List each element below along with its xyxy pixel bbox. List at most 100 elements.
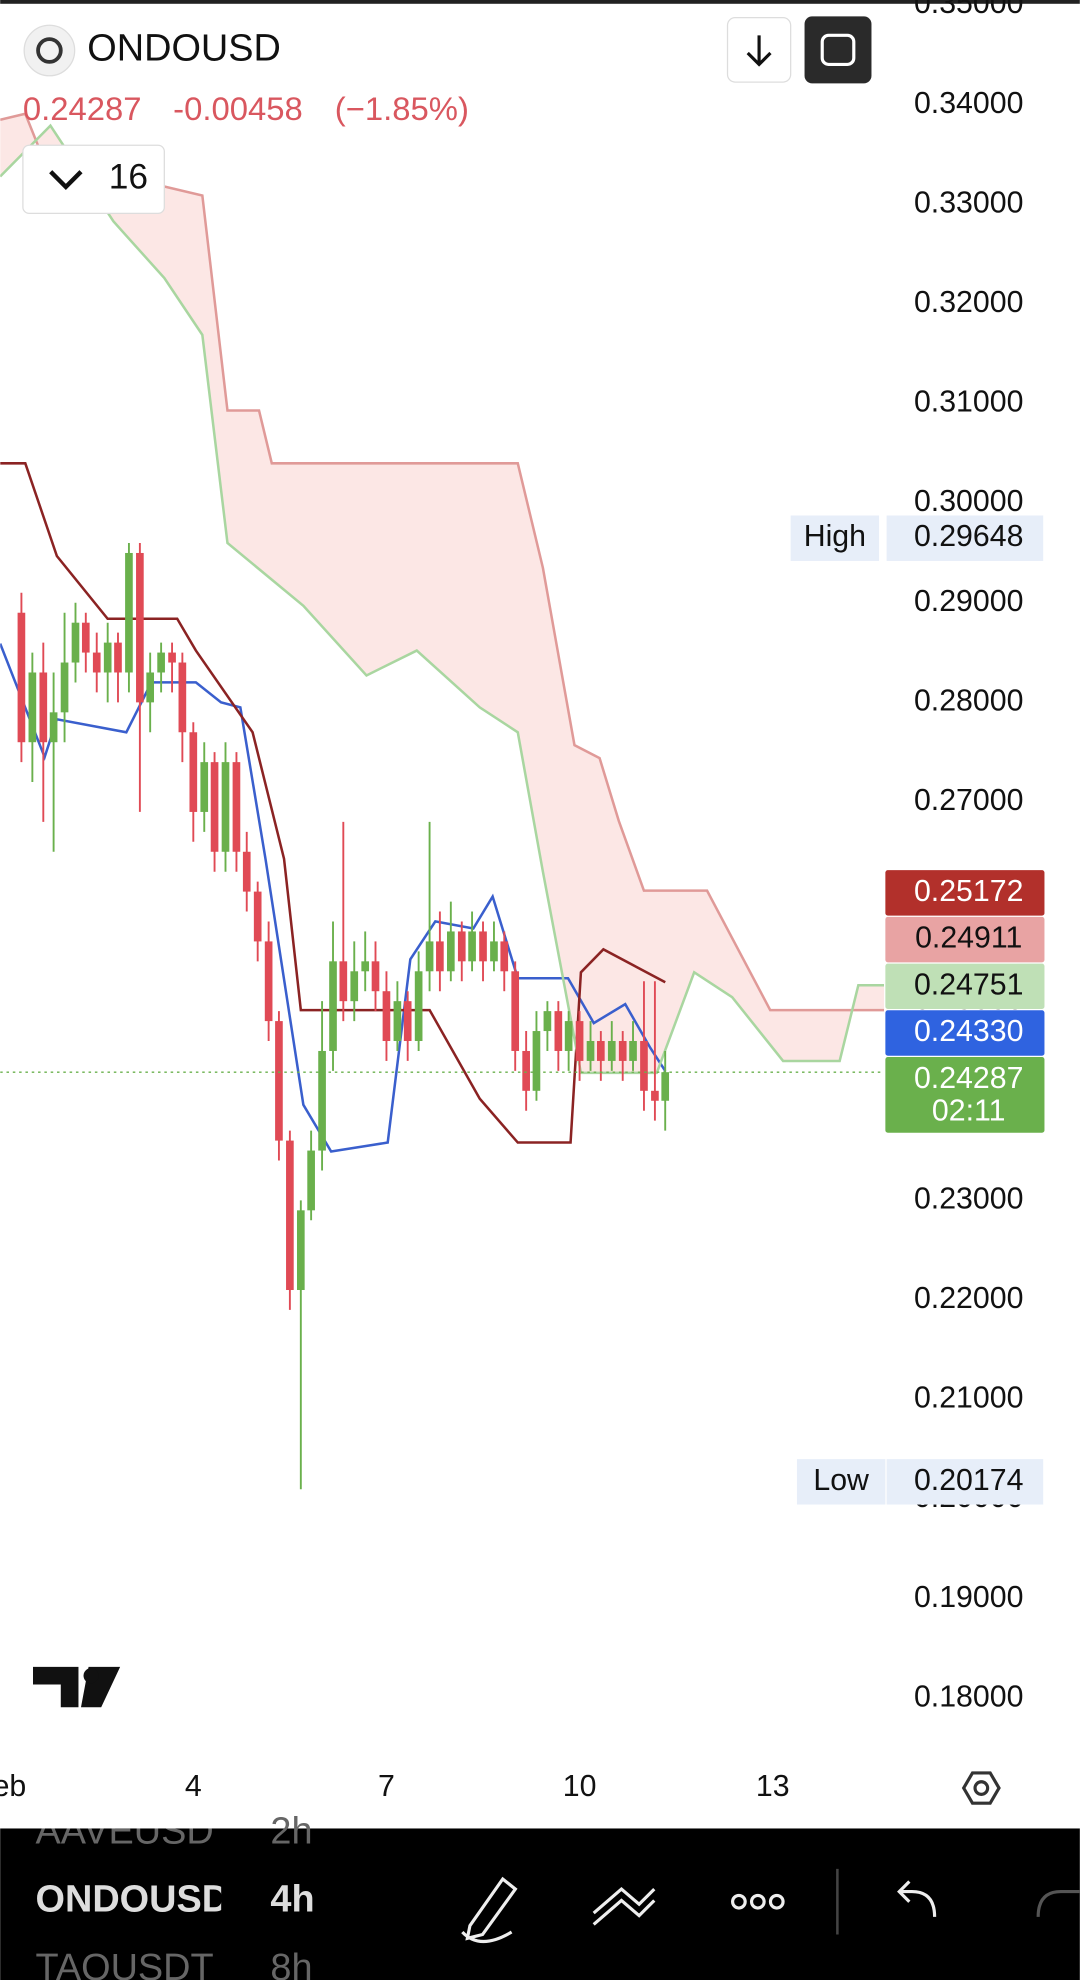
indicators-toggle[interactable] [22,144,165,215]
watch-symbol[interactable]: ONDOUSD [36,1879,230,1921]
candle-body [296,1210,305,1291]
price-badge [885,916,1045,963]
watch-symbol[interactable]: TAOUSDT [36,1947,214,1980]
candle-body [168,652,176,663]
candle-body [200,762,209,812]
y-tick-label: 0.27000 [914,784,1024,817]
watch-symbol[interactable]: AAVEUSD [36,1811,214,1853]
last-price: 0.24287 [23,90,142,127]
candle-body [286,1140,294,1291]
candle-body [60,662,69,713]
candle-body [307,1150,315,1211]
candle-body [446,931,455,972]
price-badge [885,963,1045,1010]
price-badge-value: 0.24330 [914,1015,1024,1048]
candle-body [242,851,251,892]
symbol-logo-mark [36,37,63,64]
candle-body [607,1041,616,1061]
candle-body [210,762,219,852]
tv-logo-dot [83,1668,99,1684]
price-badge [885,870,1045,916]
lines-tool[interactable] [592,1886,656,1926]
arrow-icon [746,35,772,67]
more-button[interactable] [730,1893,785,1910]
price-badge [885,1057,1045,1133]
watch-interval[interactable]: 4h [270,1879,314,1921]
candle-body [81,622,90,653]
candle-body [136,552,144,703]
candle-body [468,931,476,962]
cloud [0,113,885,1073]
candle-body [178,662,187,733]
candle-body [264,941,273,1022]
watch-interval[interactable]: 8h [270,1947,312,1980]
candle-body [490,941,498,962]
candle-body [253,891,262,942]
symbol-logo[interactable] [23,24,76,77]
y-tick-label: 0.18000 [914,1680,1024,1713]
y-tick-label: 0.30000 [914,485,1024,518]
undo-button[interactable] [897,1880,937,1917]
watch-interval[interactable]: 2h [270,1811,312,1853]
y-tick-label: 0.32000 [914,286,1024,319]
y-tick-label: 0.22000 [914,1282,1024,1315]
candle-body [28,672,37,743]
candle-body [629,1041,637,1061]
extreme-value: 0.29648 [914,520,1024,553]
candle-body [157,652,165,673]
candle-body [329,961,337,1051]
candle-body [17,612,26,743]
price-badge-value: 0.25172 [914,875,1024,908]
candle-body [382,991,391,1042]
candle-body [125,552,133,673]
candle-body [339,961,348,1002]
candle-body [350,971,359,1002]
candle-body [114,642,122,673]
candle-body [49,712,58,743]
fullscreen-button[interactable] [804,16,872,84]
symbol[interactable]: ONDOUSD [87,28,281,70]
price-change: -0.00458 [173,90,303,127]
candle-body [146,672,155,703]
top-edge [0,0,1080,4]
candle-body [232,762,241,852]
redo-button[interactable] [1036,1890,1080,1917]
y-tick-label: 0.19000 [914,1581,1024,1614]
candle-body [575,1021,584,1061]
y-tick-label: 0.34000 [914,87,1024,120]
candle-body [275,1021,283,1141]
extreme-value: 0.20174 [914,1464,1024,1497]
candle-body [564,1021,573,1051]
x-tick-label: Feb [0,1770,26,1803]
y-tick-label: 0.29000 [914,585,1024,618]
candle-body [543,1011,552,1032]
price-badge-value: 0.24751 [914,968,1024,1001]
indicator-line [0,643,667,1153]
candle-body [393,1001,402,1042]
candle-body [500,941,509,972]
candle-body [318,1050,326,1151]
y-tick-label: 0.21000 [914,1382,1024,1415]
y-tick-label: 0.33000 [914,186,1024,219]
price-badge [885,1010,1045,1056]
extreme-label: High [804,520,866,553]
y-tick-label: 0.28000 [914,684,1024,717]
extreme-label: Low [813,1464,869,1497]
fullscreen-icon [820,33,856,66]
plot [0,112,885,1490]
price-badge-value: 0.24287 [914,1062,1024,1095]
candle-body [436,941,444,972]
settings-icon [973,1780,990,1796]
candle-body [103,642,112,673]
price-badge-value: 0.24911 [915,922,1022,955]
tv-logo [33,1666,121,1708]
draw-tool[interactable] [461,1876,518,1944]
x-tick-label: 7 [378,1770,395,1803]
settings-button[interactable] [961,1771,1001,1805]
candle-body [651,1090,659,1101]
candle-body [189,732,198,812]
candle-body [640,1041,648,1091]
candle-body [532,1031,541,1091]
extreme-value-bg [886,1459,1044,1505]
